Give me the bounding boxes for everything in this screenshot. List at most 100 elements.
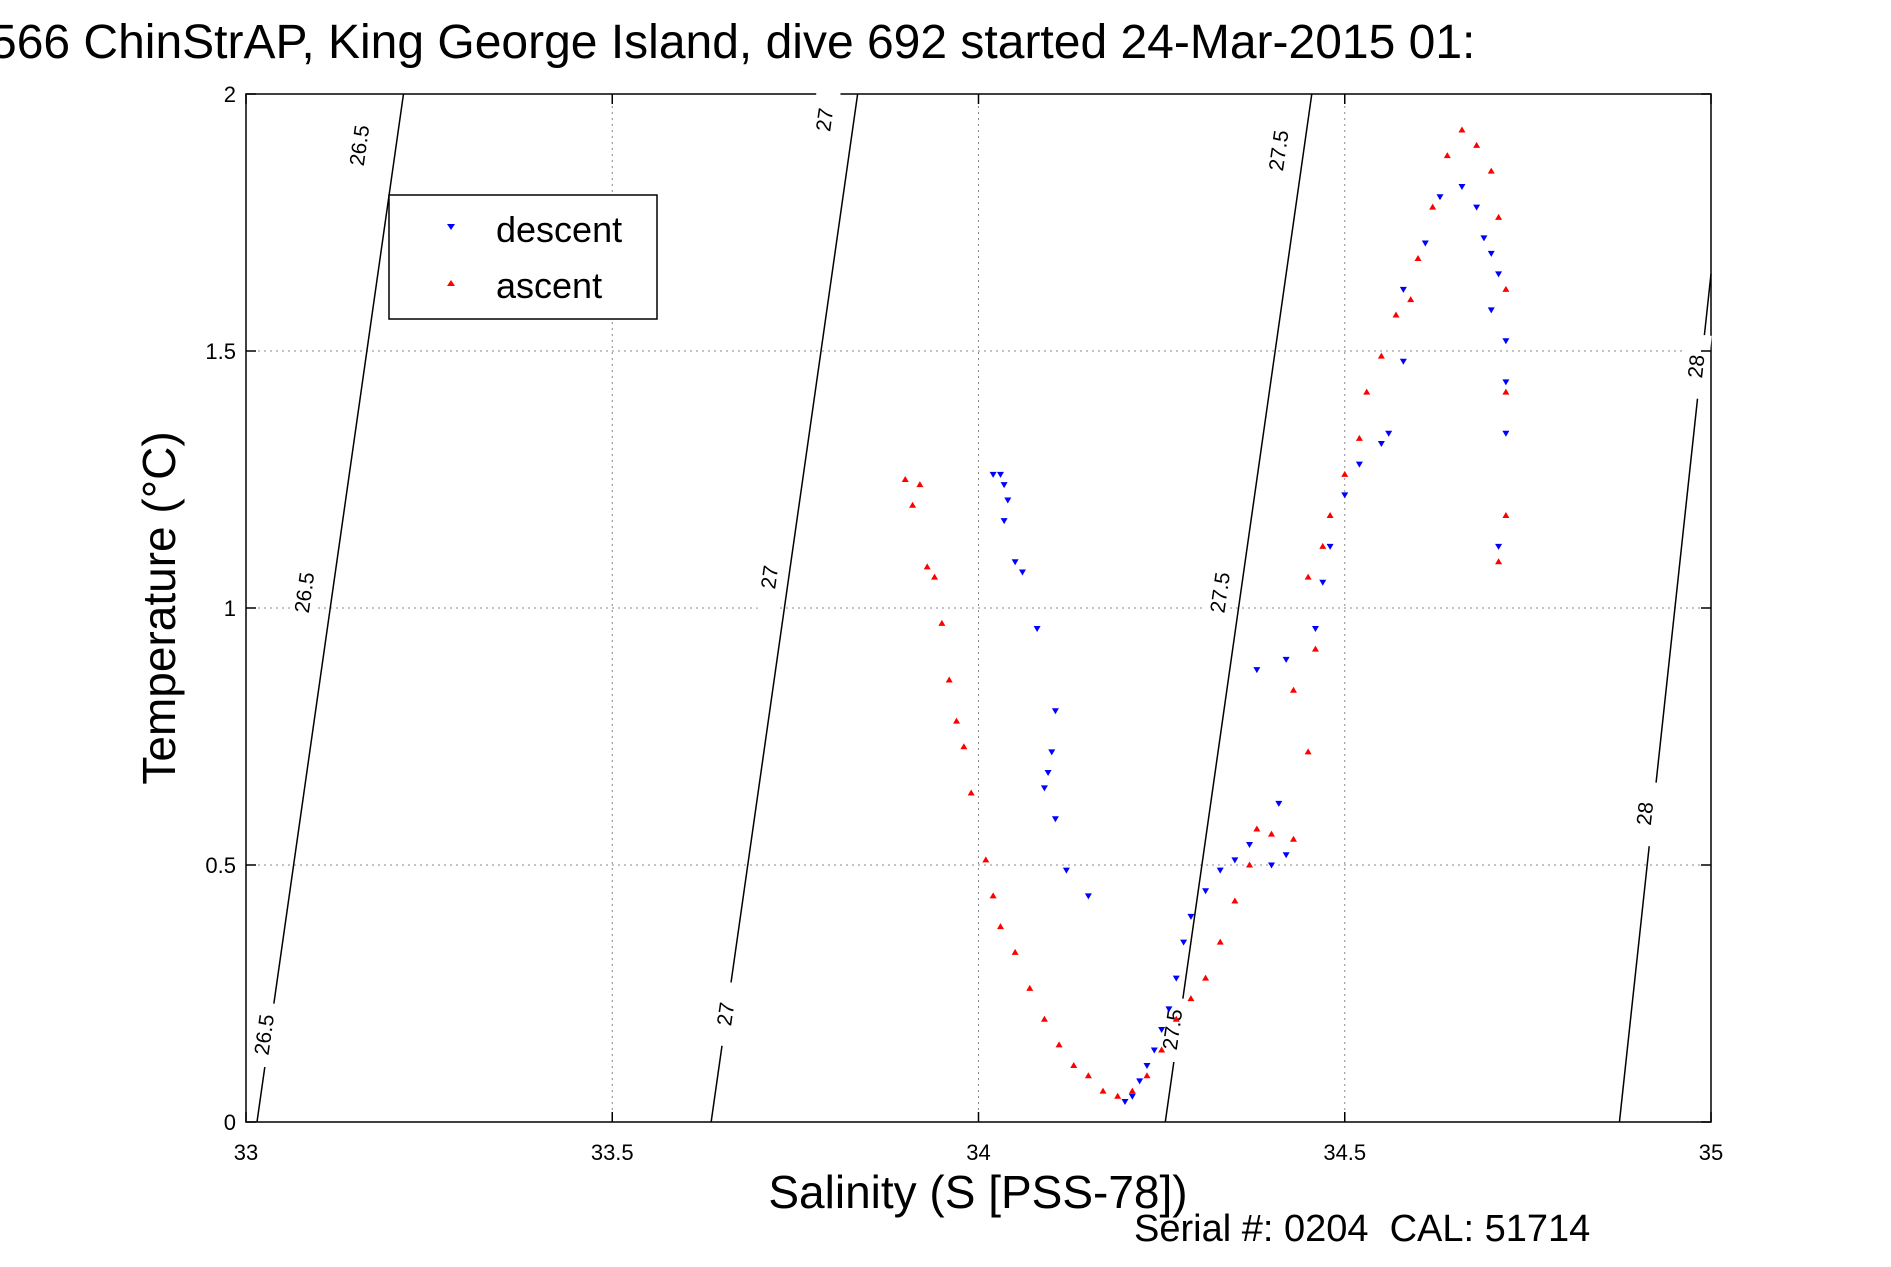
ascent-point [1311,645,1319,652]
descent-point [1136,1078,1144,1085]
ascent-point [1114,1092,1122,1099]
ascent-point [909,501,917,508]
descent-point [996,471,1004,478]
contour-label-background [753,543,787,611]
ascent-point [996,923,1004,930]
descent-point [1172,975,1180,982]
ascent-point [1289,835,1297,842]
contour-label: 27 [812,107,838,133]
contour-label-background [1156,996,1190,1063]
descent-point [1421,240,1429,247]
data-points [901,126,1510,1105]
ascent-point [953,717,961,724]
descent-point [1246,841,1254,848]
descent-point [1487,250,1495,257]
density-contour-line [1164,93,1313,1123]
descent-point [989,471,997,478]
descent-point [1458,184,1466,191]
ascent-point [923,563,931,570]
x-tick-label: 34 [966,1140,990,1165]
descent-point [1033,626,1041,633]
descent-point [1385,430,1393,437]
ascent-point [1172,1015,1180,1022]
ascent-point [967,789,975,796]
legend-box [388,194,658,320]
ascent-point [1202,974,1210,981]
ascent-point [1011,948,1019,955]
contour-label: 26.5 [346,124,375,168]
ascent-point [1158,1046,1166,1053]
ascent-point [1341,470,1349,477]
descent-point [1311,626,1319,633]
ascent-point [938,619,946,626]
descent-point [1282,852,1290,859]
ascent-point [1487,167,1495,174]
descent-point [1216,867,1224,874]
ascent-point [1502,511,1510,518]
grid-lines [246,94,1711,1122]
x-axis-label: Salinity (S [PSS-78]) [768,1166,1187,1218]
descent-point [1495,271,1503,278]
contour-label-background [808,86,842,154]
legend-ascent-label: ascent [496,265,602,306]
ascent-point [1143,1072,1151,1079]
descent-point [1040,785,1048,792]
ascent-point [1495,213,1503,220]
ascent-point [1289,686,1297,693]
descent-point [1158,1026,1166,1033]
ascent-point [1502,285,1510,292]
x-tick-label: 33 [234,1140,258,1165]
ascent-point [1216,938,1224,945]
descent-point [1495,543,1503,550]
ascent-point [1414,254,1422,261]
ascent-point [1026,984,1034,991]
legend: descent ascent [388,194,658,320]
density-contour-line [710,93,859,1123]
descent-point [1121,1098,1129,1105]
descent-point [1473,204,1481,211]
descent-point [1018,569,1026,576]
contour-label-background [1203,559,1237,626]
ascent-point [1070,1061,1078,1068]
descent-point [1143,1062,1151,1069]
ascent-point [1458,126,1466,133]
legend-ascent-marker [447,280,455,286]
ascent-point [1055,1041,1063,1048]
y-tick-label: 2 [224,82,236,107]
ascent-point [1326,511,1334,518]
descent-point [1275,800,1283,807]
contour-label-background [709,980,743,1048]
contour-label: 27 [713,1001,739,1027]
ascent-point [1231,897,1239,904]
contour-label-background [247,1001,281,1068]
ascent-point [1304,573,1312,580]
ascent-point [1304,748,1312,755]
ascent-point [1099,1087,1107,1094]
x-tick-label: 35 [1699,1140,1723,1165]
density-contour-line [1618,273,1712,1123]
descent-point [1062,867,1070,874]
x-tick-label: 34.5 [1323,1140,1366,1165]
descent-point [1355,461,1363,468]
contour-label: 26.5 [251,1013,280,1057]
descent-point [1150,1047,1158,1054]
y-tick-label: 0 [224,1110,236,1135]
legend-descent-label: descent [496,209,622,250]
descent-point [1128,1093,1136,1100]
x-tick-label: 33.5 [591,1140,634,1165]
contour-label-background [343,112,376,179]
descent-point [1048,749,1056,756]
descent-point [1282,656,1290,663]
chart-title: 566 ChinStrAP, King George Island, dive … [0,16,1475,69]
descent-point [1341,492,1349,499]
ascent-point [1363,388,1371,395]
ascent-point [916,481,924,488]
y-tick-label: 1 [224,596,236,621]
ascent-point [1319,542,1327,549]
ascent-point [1392,311,1400,318]
ascent-point [901,476,909,482]
ascent-point [1084,1072,1092,1079]
